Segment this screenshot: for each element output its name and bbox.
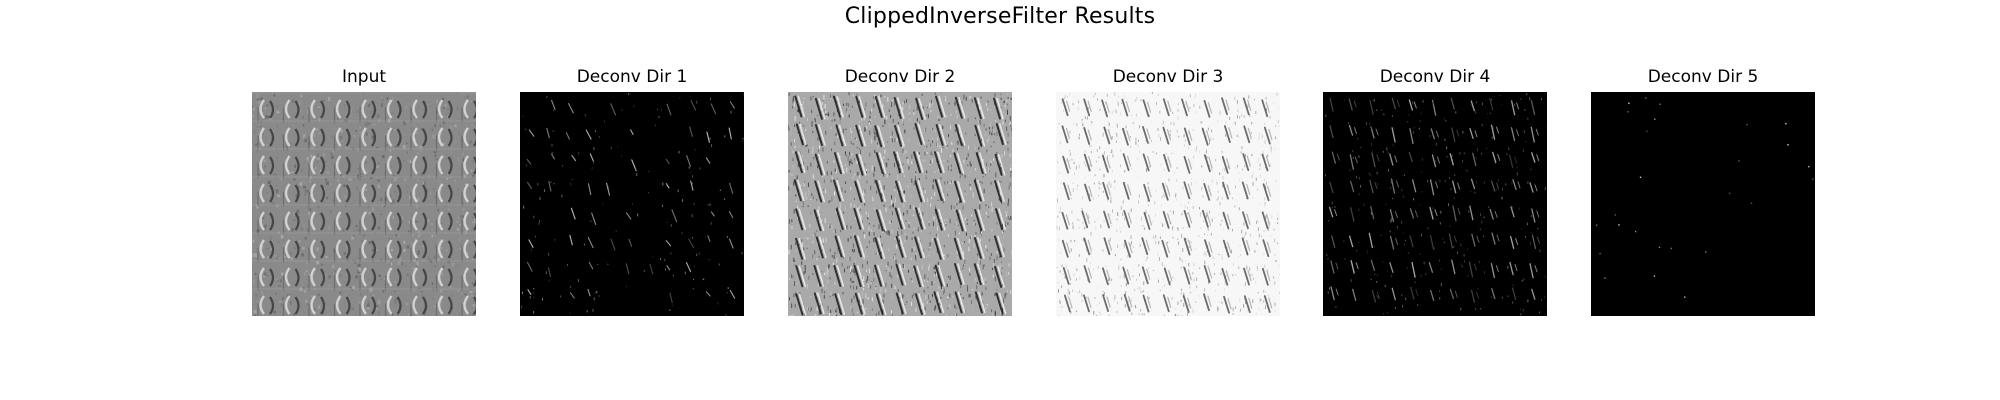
panel-input: Input [252,62,476,316]
figure-title: ClippedInverseFilter Results [844,4,1156,29]
panel-image-deconv-dir-3 [1056,92,1280,316]
panel-image-deconv-dir-4 [1323,92,1547,316]
panel-title: Deconv Dir 1 [576,67,688,87]
panel-title: Deconv Dir 2 [844,67,956,87]
panel-image-deconv-dir-1 [520,92,744,316]
panel-title: Input [341,67,387,87]
panel-deconv-dir-4: Deconv Dir 4 [1323,62,1547,316]
panel-deconv-dir-3: Deconv Dir 3 [1056,62,1280,316]
panel-deconv-dir-2: Deconv Dir 2 [788,62,1012,316]
panel-image-deconv-dir-5 [1591,92,1815,316]
panel-title: Deconv Dir 4 [1379,67,1491,87]
panel-title: Deconv Dir 3 [1112,67,1224,87]
panel-image-input [252,92,476,316]
panel-image-deconv-dir-2 [788,92,1012,316]
panel-deconv-dir-5: Deconv Dir 5 [1591,62,1815,316]
panel-title: Deconv Dir 5 [1647,67,1759,87]
panel-deconv-dir-1: Deconv Dir 1 [520,62,744,316]
